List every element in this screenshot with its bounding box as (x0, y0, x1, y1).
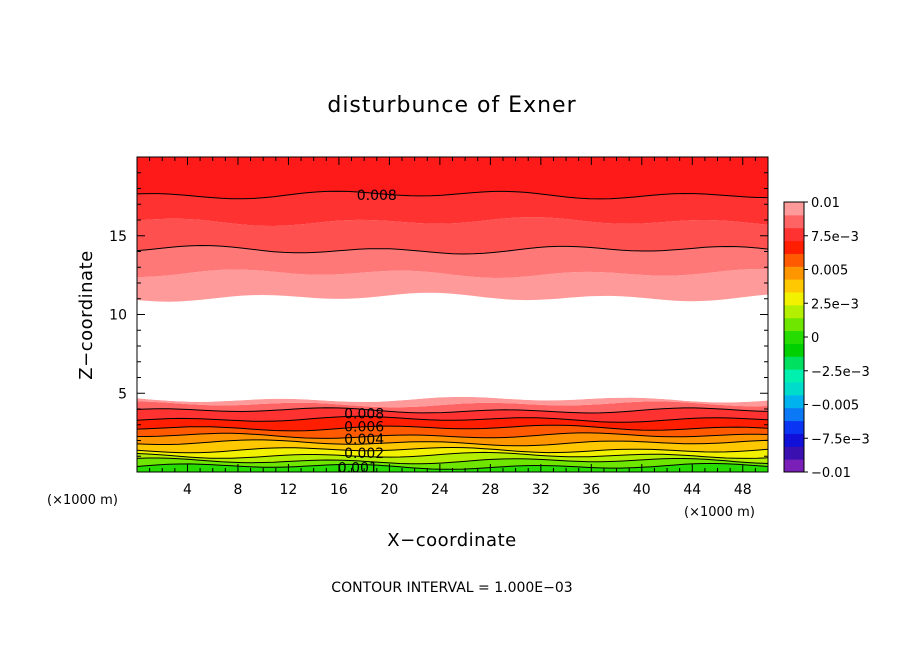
colorbar-tick-label: 0.005 (811, 264, 848, 279)
colorbar: 0.01 7.5e−3 0.005 2.5e−3 0 −2.5e−3 −0.005 −7.5e… (783, 196, 870, 481)
colorbar-tick-label: −7.5e−3 (811, 432, 870, 447)
colorbar-swatch (784, 407, 804, 422)
colorbar-swatch (784, 253, 804, 267)
x-tick-label: 40 (633, 482, 651, 498)
contour-band (137, 396, 768, 408)
colorbar-tick-label: 7.5e−3 (811, 230, 859, 245)
colorbar-tick-label: 2.5e−3 (811, 297, 859, 312)
contour-fill-bands (137, 157, 768, 472)
contour-line (137, 190, 768, 200)
contour-band (137, 217, 768, 254)
colorbar-tick-label: −2.5e−3 (811, 365, 870, 380)
contour-band (137, 157, 768, 199)
contour-band (137, 463, 768, 472)
x-tick-label: 4 (183, 482, 192, 498)
contour-line (137, 432, 768, 439)
colorbar-swatch (784, 433, 804, 447)
x-axis-label: X−coordinate (387, 530, 516, 551)
colorbar-swatch (784, 279, 804, 293)
colorbar-swatch (784, 356, 804, 370)
colorbar-swatch (784, 382, 804, 396)
y-tick-label: 15 (109, 229, 127, 245)
y-axis-label: Z−coordinate (76, 250, 97, 379)
x-tick-label: 44 (683, 482, 701, 498)
x-tick-label: 32 (532, 482, 550, 498)
colorbar-swatch (784, 266, 804, 280)
contour-band (137, 407, 768, 423)
colorbar-swatch (784, 214, 804, 229)
contour-line (137, 415, 768, 423)
contour-label: 0.004 (344, 432, 384, 448)
contour-label: 0.008 (344, 407, 384, 423)
x-tick-label: 12 (280, 482, 298, 498)
contour-label: 0.006 (344, 419, 384, 435)
colorbar-swatch (784, 446, 804, 460)
x-tick-label: 36 (582, 482, 600, 498)
contour-label: 0.002 (344, 446, 384, 462)
x-axis-unit: (×1000 m) (684, 505, 755, 520)
colorbar-swatch (784, 227, 804, 242)
x-tick-label: 48 (734, 482, 752, 498)
contour-label: 0.001 (338, 460, 378, 476)
contour-line (137, 439, 768, 447)
colorbar-swatch (784, 202, 804, 216)
y-axis-unit: (×1000 m) (47, 493, 118, 508)
contour-band (137, 416, 768, 431)
contour-line (137, 244, 768, 255)
contour-band (137, 432, 768, 446)
colorbar-swatch (784, 369, 804, 383)
contour-line (137, 407, 768, 414)
colorbar-swatch (784, 330, 804, 344)
colorbar-swatch (784, 420, 804, 434)
contour-band (137, 401, 768, 413)
colorbar-swatch (784, 343, 804, 357)
y-tick-label: 10 (109, 308, 127, 324)
colorbar-tick-label: 0.01 (811, 196, 840, 211)
colorbar-tick-label: −0.01 (811, 466, 851, 481)
colorbar-swatch (784, 292, 804, 306)
x-tick-label: 24 (431, 482, 449, 498)
contour-line (137, 451, 768, 459)
contour-interval-footer: CONTOUR INTERVAL = 1.000E−03 (331, 580, 572, 596)
y-tick-label: 5 (118, 386, 127, 402)
colorbar-swatch (784, 317, 804, 332)
contour-band (137, 191, 768, 226)
contour-line (137, 457, 768, 465)
contour-line (137, 446, 768, 454)
chart-title: disturbunce of Exner (327, 93, 576, 118)
contour-lines (137, 190, 768, 470)
contour-label: 0.008 (357, 188, 397, 204)
colorbar-tick-label: −0.005 (811, 399, 859, 414)
colorbar-swatch (784, 240, 804, 254)
x-tick-label: 28 (481, 482, 499, 498)
colorbar-tick-label: 0 (811, 331, 819, 346)
x-tick-label: 8 (233, 482, 242, 498)
colorbar-swatch (784, 394, 804, 409)
contour-band (137, 292, 768, 403)
colorbar-swatch (784, 304, 804, 319)
contour-line (137, 424, 768, 432)
x-tick-label: 20 (380, 482, 398, 498)
contour-band (137, 245, 768, 278)
contour-band (137, 269, 768, 302)
x-tick-label: 16 (330, 482, 348, 498)
colorbar-swatch (784, 459, 804, 473)
